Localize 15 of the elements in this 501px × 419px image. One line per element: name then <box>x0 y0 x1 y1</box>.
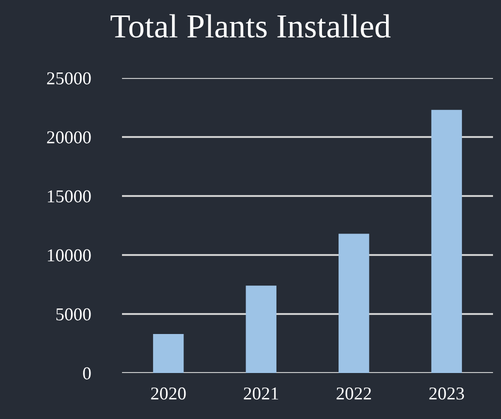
bar <box>338 234 370 373</box>
x-tick-label: 2022 <box>336 387 371 400</box>
y-tick-label: 10000 <box>48 249 91 262</box>
bar <box>246 286 276 373</box>
y-tick-label: 5000 <box>56 308 91 320</box>
y-tick-label: 25000 <box>47 72 91 84</box>
bar <box>431 110 462 373</box>
chart-title: Total Plants Installed <box>110 14 391 38</box>
y-tick-label: 15000 <box>48 190 91 202</box>
x-tick-label: 2021 <box>244 387 278 400</box>
y-tick-label: 20000 <box>47 131 91 144</box>
x-tick-label: 2020 <box>151 387 186 400</box>
bar <box>153 334 184 373</box>
y-tick-label: 0 <box>83 367 91 380</box>
x-tick-label: 2023 <box>429 387 464 400</box>
